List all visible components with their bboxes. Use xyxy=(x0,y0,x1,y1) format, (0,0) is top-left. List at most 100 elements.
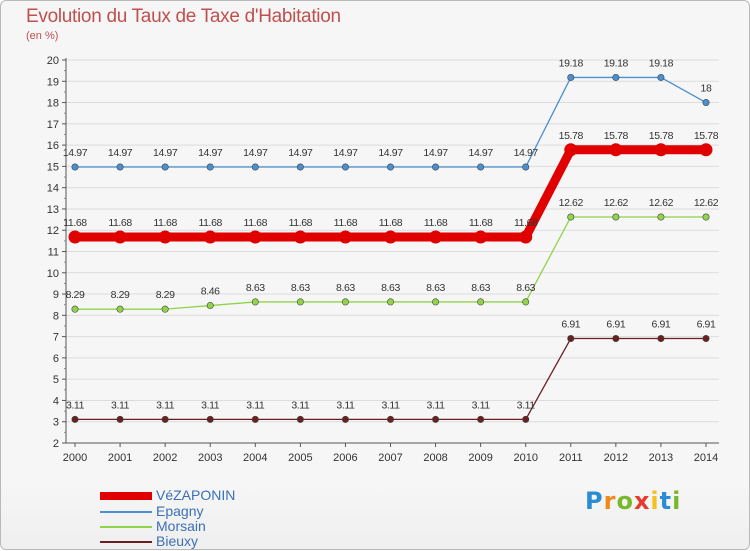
data-point xyxy=(477,163,485,171)
data-point xyxy=(116,415,124,423)
data-label: 11.68 xyxy=(153,217,177,229)
data-point xyxy=(161,415,169,423)
data-label: 8.63 xyxy=(516,282,535,294)
data-label: 3.11 xyxy=(427,399,446,411)
data-label: 19.18 xyxy=(559,57,584,69)
x-tick-label: 2010 xyxy=(513,452,537,464)
data-point xyxy=(116,305,124,313)
data-point xyxy=(612,213,620,221)
data-label: 8.63 xyxy=(336,282,355,294)
data-point xyxy=(474,230,488,244)
brand-letter: i xyxy=(672,487,682,515)
brand-letter: i xyxy=(650,487,660,515)
data-label: 11.68 xyxy=(63,217,87,229)
data-point xyxy=(567,73,575,81)
data-point xyxy=(432,163,440,171)
data-label: 11.68 xyxy=(289,217,313,229)
x-tick-label: 2011 xyxy=(559,452,583,464)
data-label: 3.11 xyxy=(381,399,400,411)
x-tick-label: 2013 xyxy=(649,452,673,464)
data-point xyxy=(206,302,214,310)
brand-logo: Proxiti xyxy=(585,487,681,515)
data-point xyxy=(386,415,394,423)
data-point xyxy=(203,230,217,244)
data-label: 8.63 xyxy=(471,282,490,294)
legend-swatch-vezaponin xyxy=(100,492,152,500)
data-point xyxy=(567,335,575,343)
data-point xyxy=(657,213,665,221)
data-label: 14.97 xyxy=(288,147,313,159)
data-point xyxy=(702,213,710,221)
data-point xyxy=(386,163,394,171)
data-label: 8.46 xyxy=(201,286,220,298)
data-point xyxy=(71,305,79,313)
data-point xyxy=(338,230,352,244)
data-label: 14.97 xyxy=(423,147,448,159)
data-point xyxy=(251,298,259,306)
y-tick-label: 13 xyxy=(47,204,59,216)
data-label: 12.62 xyxy=(559,197,584,209)
data-label: 18 xyxy=(701,83,712,95)
data-point xyxy=(522,415,530,423)
data-label: 11.68 xyxy=(469,217,493,229)
y-tick-label: 14 xyxy=(47,183,59,195)
data-point xyxy=(71,415,79,423)
data-point xyxy=(68,230,82,244)
data-point xyxy=(429,230,443,244)
brand-letter: o xyxy=(616,487,634,515)
data-label: 15.78 xyxy=(604,130,629,142)
brand-letter: P xyxy=(585,487,604,515)
brand-letter: r xyxy=(603,487,617,515)
data-label: 8.63 xyxy=(426,282,445,294)
data-label: 6.91 xyxy=(652,319,671,331)
legend-swatch-morsain xyxy=(100,526,152,528)
data-label: 8.29 xyxy=(156,289,175,301)
y-tick-label: 20 xyxy=(47,55,59,67)
data-label: 14.97 xyxy=(333,147,358,159)
data-point xyxy=(293,230,307,244)
data-point xyxy=(71,163,79,171)
data-label: 19.18 xyxy=(604,57,629,69)
x-tick-label: 2000 xyxy=(63,452,87,464)
data-label: 3.11 xyxy=(246,399,265,411)
data-point xyxy=(251,163,259,171)
data-label: 11.68 xyxy=(379,217,403,229)
data-point xyxy=(161,305,169,313)
x-tick-label: 2003 xyxy=(198,452,222,464)
data-label: 3.11 xyxy=(291,399,310,411)
y-tick-label: 6 xyxy=(53,353,59,365)
data-label: 3.11 xyxy=(336,399,355,411)
data-point xyxy=(564,143,578,157)
data-label: 12.62 xyxy=(604,197,629,209)
data-label: 3.11 xyxy=(517,399,536,411)
data-point xyxy=(567,213,575,221)
y-tick-label: 19 xyxy=(47,76,59,88)
data-label: 19.18 xyxy=(649,57,674,69)
data-label: 3.11 xyxy=(156,399,175,411)
data-point xyxy=(699,143,713,157)
data-point xyxy=(654,143,668,157)
legend-swatch-epagny xyxy=(100,511,152,513)
y-tick-label: 12 xyxy=(47,225,59,237)
x-tick-label: 2008 xyxy=(423,452,447,464)
legend-label-bieuxy: Bieuxy xyxy=(156,533,199,549)
x-tick-label: 2009 xyxy=(468,452,492,464)
data-point xyxy=(477,298,485,306)
data-label: 14.97 xyxy=(63,147,88,159)
data-label: 3.11 xyxy=(111,399,130,411)
data-label: 14.97 xyxy=(243,147,268,159)
data-point xyxy=(113,230,127,244)
data-point xyxy=(519,230,533,244)
x-tick-label: 2006 xyxy=(333,452,357,464)
data-label: 8.63 xyxy=(291,282,310,294)
data-point xyxy=(341,298,349,306)
x-tick-label: 2004 xyxy=(243,452,267,464)
y-tick-label: 17 xyxy=(47,119,59,131)
data-label: 14.97 xyxy=(198,147,223,159)
data-point xyxy=(657,73,665,81)
data-label: 12.62 xyxy=(694,197,719,209)
data-label: 11.68 xyxy=(244,217,268,229)
legend-label-morsain: Morsain xyxy=(156,518,206,534)
data-label: 14.97 xyxy=(153,147,178,159)
y-tick-label: 8 xyxy=(53,310,59,322)
